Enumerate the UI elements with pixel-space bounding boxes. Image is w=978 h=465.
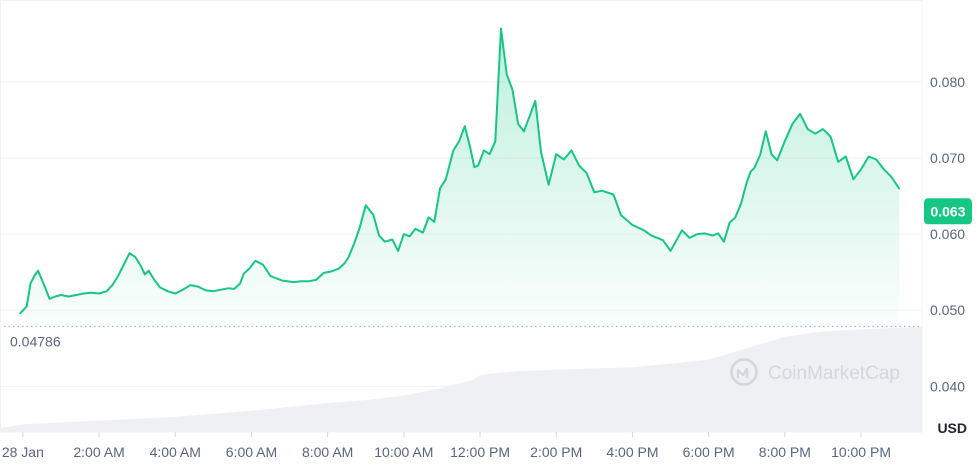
x-tick-label-6: 12:00 PM [450, 444, 510, 460]
x-tick-label-8: 4:00 PM [606, 444, 658, 460]
x-tick-label-3: 6:00 AM [226, 444, 277, 460]
current-price-badge-bg [924, 198, 972, 225]
volume-series [0, 327, 922, 432]
x-tick-label-2: 4:00 AM [150, 444, 201, 460]
current-price-label: 0.063 [930, 203, 965, 219]
current-price-badge: 0.063 [924, 198, 972, 225]
start-price-reference: 0.04786 [4, 325, 922, 350]
x-tick-label-0: 28 Jan [2, 444, 44, 460]
x-tick-label-1: 2:00 AM [73, 444, 124, 460]
y-axis: 0.040 0.050 0.060 0.070 0.080 [930, 74, 965, 394]
coinmarketcap-logo-icon [730, 358, 758, 386]
start-price-label: 0.04786 [10, 334, 61, 350]
price-area [20, 28, 900, 327]
currency-label: USD [937, 420, 967, 436]
x-tick-label-10: 8:00 PM [759, 444, 811, 460]
watermark-text: CoinMarketCap [768, 363, 900, 384]
watermark: CoinMarketCap [730, 358, 900, 386]
price-line[interactable] [19, 27, 901, 315]
x-tick-label-5: 10:00 AM [374, 444, 433, 460]
y-tick-label-0: 0.040 [930, 378, 965, 394]
x-tick-label-7: 2:00 PM [530, 444, 582, 460]
x-axis: 28 Jan 2:00 AM 4:00 AM 6:00 AM 8:00 AM 10:00 … [2, 432, 891, 460]
volume-area [0, 327, 922, 432]
price-area-fill [20, 28, 900, 327]
y-tick-label-4: 0.080 [930, 74, 965, 90]
x-tick-label-9: 6:00 PM [683, 444, 735, 460]
y-tick-label-3: 0.070 [930, 150, 965, 166]
y-tick-label-2: 0.060 [930, 226, 965, 242]
x-tick-label-4: 8:00 AM [302, 444, 353, 460]
y-tick-label-1: 0.050 [930, 302, 965, 318]
price-line-series[interactable] [19, 27, 901, 315]
x-tick-label-11: 10:00 PM [831, 444, 891, 460]
